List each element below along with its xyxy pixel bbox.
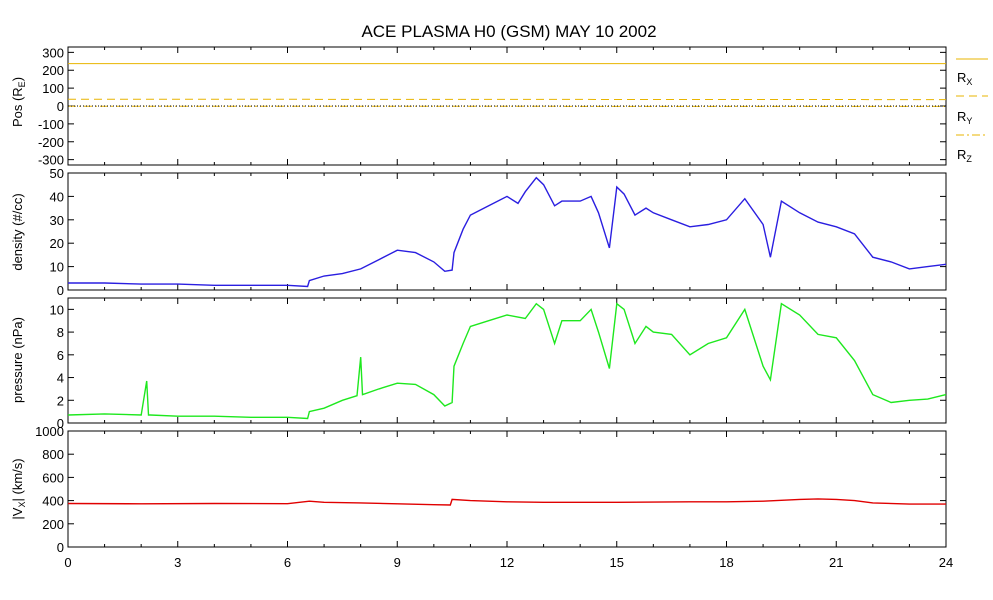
x-tick-label: 6 xyxy=(284,555,291,570)
y-tick-label-density: 20 xyxy=(50,236,64,251)
x-axis: 0 3 6 9 12 15 18 21 24 xyxy=(64,555,953,570)
y-tick-label-position: 0 xyxy=(57,99,64,114)
chart-title: ACE PLASMA H0 (GSM) MAY 10 2002 xyxy=(361,22,656,41)
x-tick-label: 9 xyxy=(394,555,401,570)
y-tick-label-density: 40 xyxy=(50,189,64,204)
legend-ry-label: RY xyxy=(957,109,972,126)
y-tick-label-pressure: 0 xyxy=(57,416,64,431)
panel-pressure: 10 8 6 4 2 0 pressure (nPa) xyxy=(10,297,947,431)
panel-vx: 1000 800 600 400 200 0 |VX| (km/s) xyxy=(10,424,947,555)
y-tick-label-density: 10 xyxy=(50,260,64,275)
y-tick-label-vx: 1000 xyxy=(35,424,64,439)
x-tick-label: 15 xyxy=(610,555,624,570)
y-tick-label-position: 200 xyxy=(42,63,64,78)
series-line-pressure-0 xyxy=(67,302,947,420)
y-tick-label-pressure: 10 xyxy=(50,302,64,317)
series-line-density-0 xyxy=(68,176,947,288)
panel-density: 50 40 30 20 10 0 density (#/cc) xyxy=(10,166,947,298)
panel-frame-density xyxy=(67,172,947,291)
y-tick-label-position: 100 xyxy=(42,81,64,96)
legend: RX RY RZ xyxy=(956,58,988,164)
y-axis-label-vx: |VX| (km/s) xyxy=(10,458,27,519)
y-tick-label-density: 30 xyxy=(50,213,64,228)
x-tick-label: 21 xyxy=(829,555,843,570)
y-tick-label-position: -100 xyxy=(38,117,64,132)
y-axis-label-density: density (#/cc) xyxy=(10,193,25,270)
y-tick-label-position: -200 xyxy=(38,135,64,150)
y-tick-label-pressure: 4 xyxy=(57,371,64,386)
y-tick-label-density: 50 xyxy=(50,166,64,181)
panel-frame-pressure xyxy=(67,297,947,424)
x-tick-label: 18 xyxy=(719,555,733,570)
y-axis-label-position: Pos (RE) xyxy=(10,77,27,127)
series-line-vx-0 xyxy=(67,498,946,506)
panel-position: 300 200 100 0 -100 -200 -300 Pos (RE) xyxy=(10,45,947,168)
legend-rz-label: RZ xyxy=(957,147,972,164)
x-tick-label: 12 xyxy=(500,555,514,570)
y-axis-label-pressure: pressure (nPa) xyxy=(10,317,25,403)
y-tick-label-vx: 0 xyxy=(57,540,64,555)
y-tick-label-vx: 800 xyxy=(42,447,64,462)
y-tick-label-vx: 200 xyxy=(42,517,64,532)
legend-rx-label: RX xyxy=(957,70,972,87)
panel-frame-vx xyxy=(67,430,947,548)
y-tick-label-vx: 600 xyxy=(42,470,64,485)
x-tick-label: 3 xyxy=(174,555,181,570)
y-tick-label-vx: 400 xyxy=(42,494,64,509)
y-tick-label-pressure: 2 xyxy=(57,393,64,408)
x-tick-label: 0 xyxy=(64,555,71,570)
y-tick-label-position: -300 xyxy=(38,153,64,168)
y-tick-label-pressure: 8 xyxy=(57,325,64,340)
y-tick-label-position: 300 xyxy=(42,45,64,60)
y-tick-label-density: 0 xyxy=(57,283,64,298)
y-tick-label-pressure: 6 xyxy=(57,348,64,363)
x-tick-label: 24 xyxy=(939,555,953,570)
